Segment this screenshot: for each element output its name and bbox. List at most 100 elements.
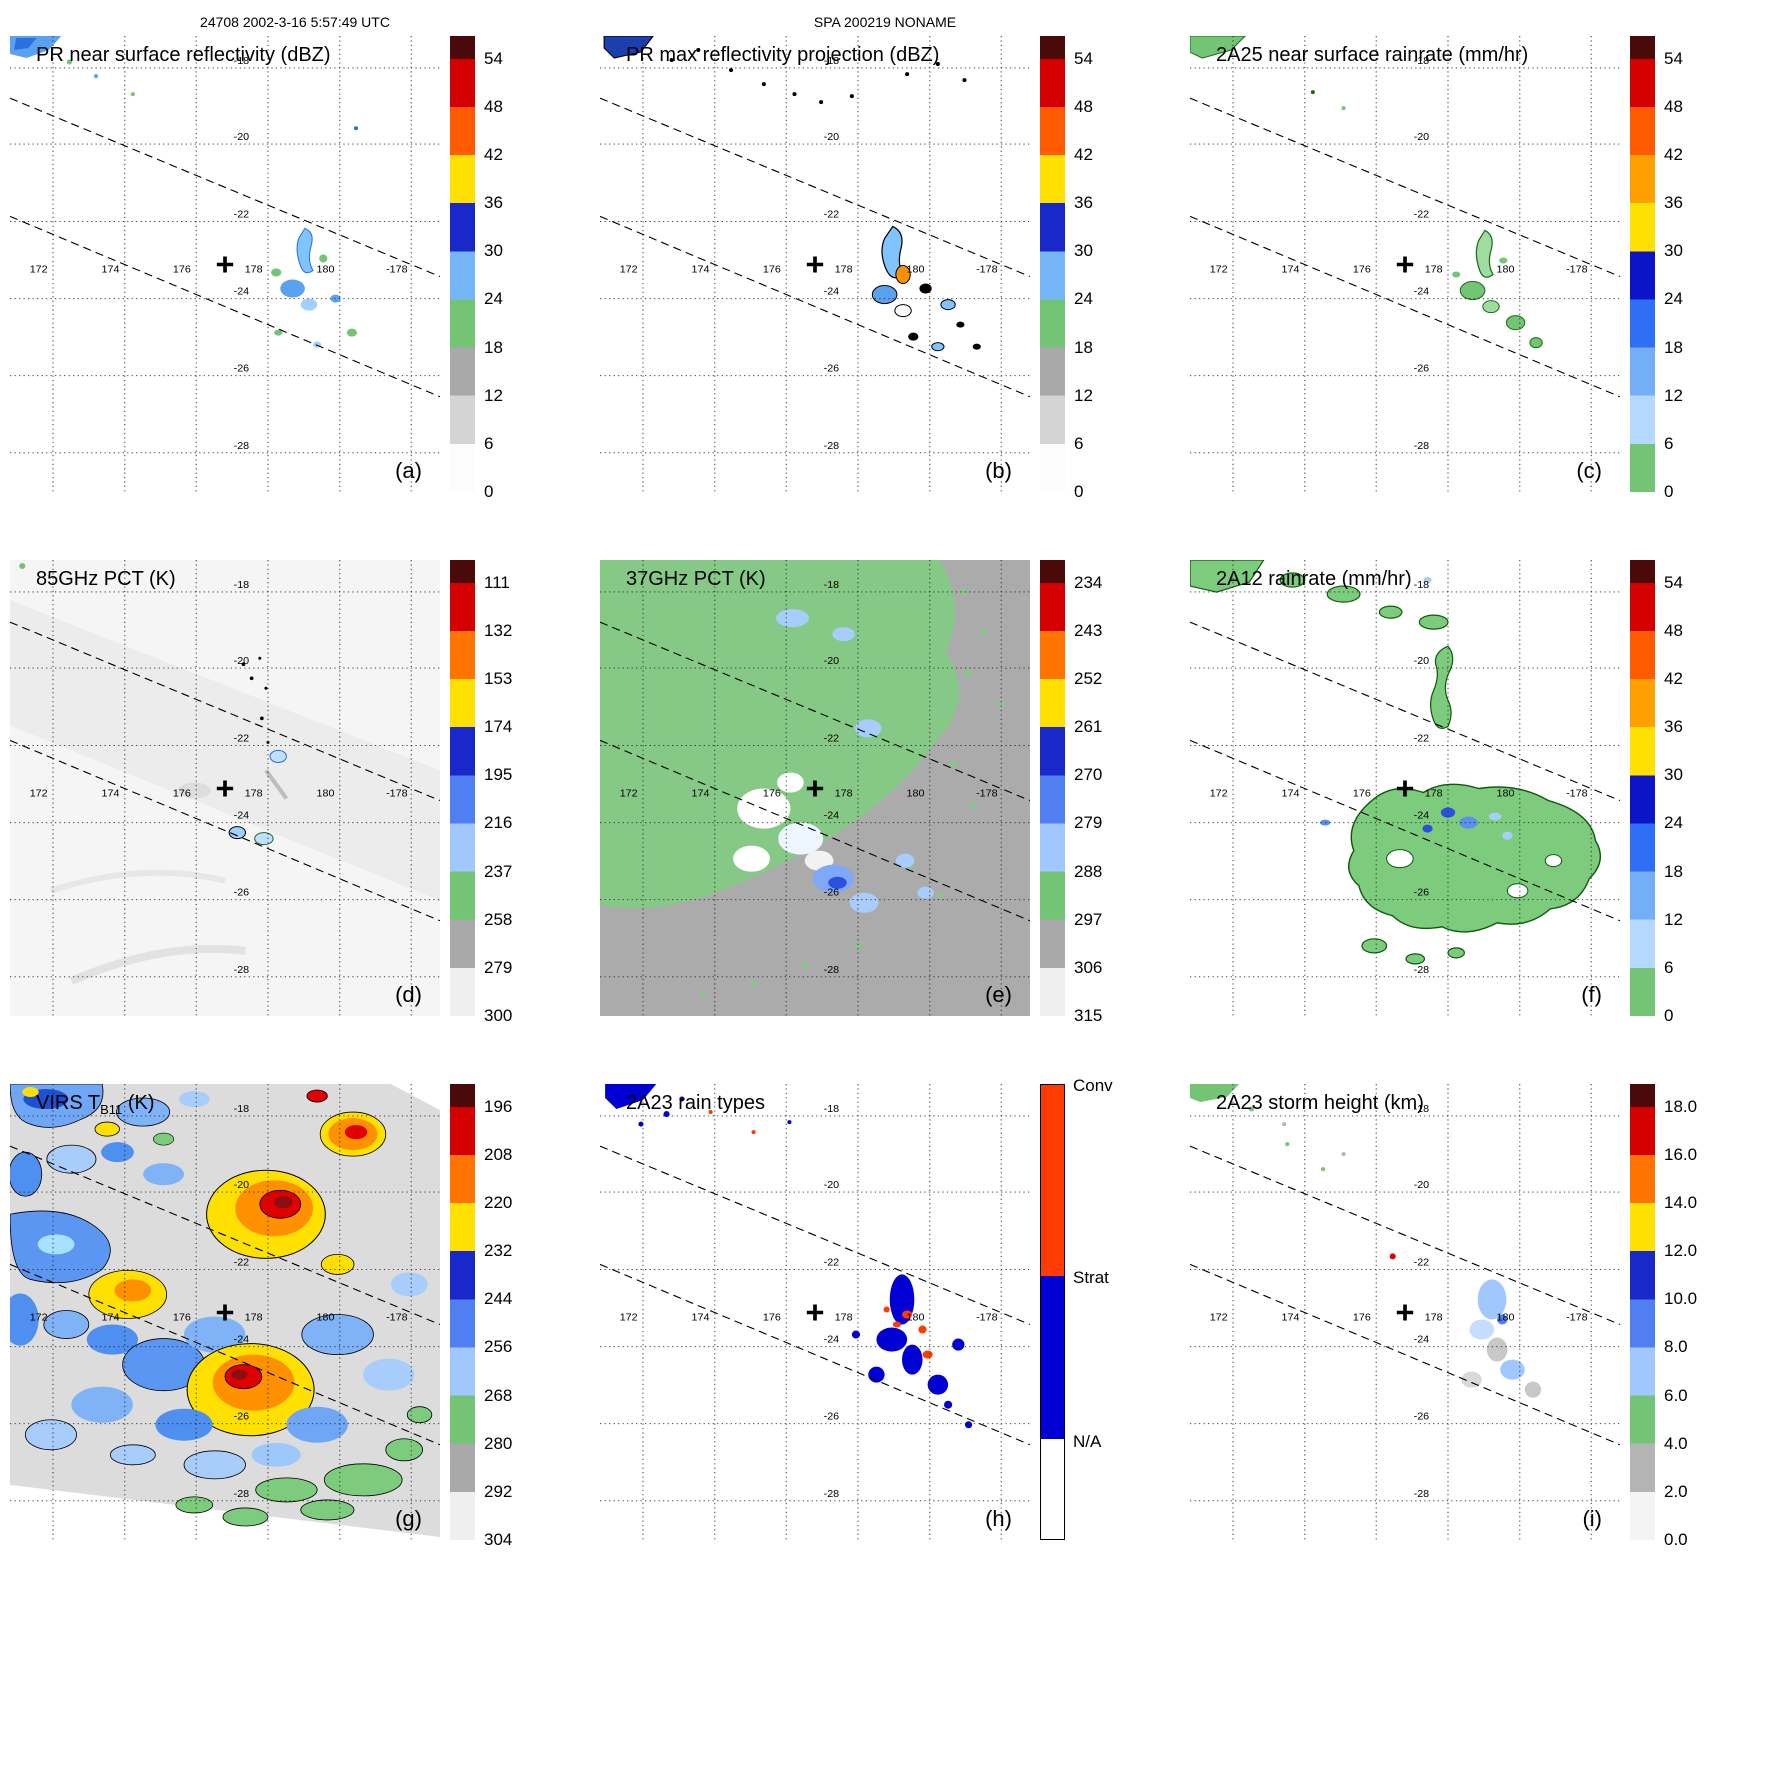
svg-text:-26: -26: [1414, 363, 1430, 375]
panel-g-letter: (g): [395, 1506, 422, 1531]
svg-text:-24: -24: [824, 810, 840, 822]
svg-text:-28: -28: [824, 964, 840, 976]
svg-text:178: 178: [1425, 788, 1443, 800]
panel-i-map-svg: 172 174 176 178 180 -178 -18 -20 -22 -24 -26 -28: [1190, 1084, 1620, 1540]
svg-text:180: 180: [907, 1312, 925, 1324]
svg-text:-24: -24: [234, 810, 250, 822]
colorbar-tick: 279: [1074, 813, 1103, 833]
colorbar-tick: 288: [1074, 861, 1103, 881]
svg-text:180: 180: [317, 788, 335, 800]
panel-e-letter: (e): [985, 982, 1012, 1007]
storm-height-blobs: [1190, 1084, 1542, 1398]
colorbar-tick: 261: [1074, 717, 1103, 737]
colorbar-tick: 244: [484, 1289, 513, 1309]
rain-type-label: Conv: [1073, 1076, 1113, 1095]
svg-text:174: 174: [102, 788, 120, 800]
svg-text:178: 178: [245, 264, 263, 276]
svg-text:178: 178: [835, 1312, 853, 1324]
colorbar-rain-types: [1040, 1084, 1065, 1540]
colorbar-tick: 42: [1664, 669, 1683, 689]
svg-text:-26: -26: [234, 1411, 250, 1423]
panel-d-letter: (d): [395, 982, 422, 1007]
panel-h: 172 174 176 178 180 -178 -18 -20 -22 -24 -26 -28 2A…: [590, 1076, 1180, 1542]
colorbar-tick: 220: [484, 1193, 513, 1213]
panel-d-map-svg: 172 174 176 178 180 -178 -18 -20 -22 -24 -26 -28: [10, 560, 440, 1016]
colorbar-tick: 304: [484, 1530, 513, 1549]
rainrate-blobs: [1190, 36, 1543, 349]
svg-text:-178: -178: [976, 264, 998, 276]
colorbar-tick: 0: [1664, 482, 1674, 501]
svg-text:-22: -22: [1414, 733, 1430, 745]
panel-g-colorbar: 196 208 220 232 244 256 268 280 292 304: [450, 1084, 578, 1549]
svg-text:176: 176: [763, 1312, 781, 1324]
svg-text:-178: -178: [976, 788, 998, 800]
panel-f-title: 2A12 rainrate (mm/hr): [1216, 568, 1412, 590]
colorbar-tick: 48: [1664, 96, 1683, 116]
colorbar-tick: 208: [484, 1144, 513, 1164]
colorbar-tick: 4.0: [1664, 1433, 1688, 1453]
svg-text:-20: -20: [824, 1179, 840, 1191]
svg-text:-26: -26: [1414, 887, 1430, 899]
panel-f: 172 174 176 178 180 -178 -18 -20 -22 -24 -26 -28 2A…: [1180, 560, 1770, 1025]
colorbar-tick: 297: [1074, 909, 1103, 929]
svg-text:-26: -26: [824, 887, 840, 899]
virs-tb11-field: [10, 1084, 440, 1540]
colorbar-pct85: [450, 560, 475, 1016]
colorbar-tick: 6: [1664, 433, 1674, 453]
svg-text:-18: -18: [1414, 55, 1430, 67]
panel-i-letter: (i): [1582, 1506, 1602, 1531]
colorbar-tick: 0.0: [1664, 1530, 1688, 1549]
panel-e-colorbar: 234 243 252 261 270 279 288 297 306 315: [1040, 560, 1168, 1025]
colorbar-pct37: [1040, 560, 1065, 1016]
panel-i-colorbar: 18.0 16.0 14.0 12.0 10.0 8.0 6.0 4.0 2.0 0.0: [1630, 1084, 1758, 1549]
svg-text:172: 172: [30, 1312, 48, 1324]
colorbar-tick: 234: [1074, 572, 1103, 592]
map-grid-overlay: 172 174 176 178 180 -178 -18 -20 -22 -24 -26 -28: [600, 36, 1030, 492]
panel-h-map-svg: 172 174 176 178 180 -178 -18 -20 -22 -24 -26 -28: [600, 1084, 1030, 1540]
colorbar-tick: 174: [484, 717, 513, 737]
panel-i-map: 172 174 176 178 180 -178 -18 -20 -22 -24 -26 -28 2A…: [1190, 1084, 1620, 1540]
panel-d: 172 174 176 178 180 -178 -18 -20 -22 -24 -26 -28 85…: [0, 560, 590, 1025]
panel-f-colorbar: 54 48 42 36 30 24 18 12 6 0: [1630, 560, 1758, 1025]
colorbar-tick: 280: [484, 1433, 513, 1453]
colorbar-tick: 196: [484, 1096, 513, 1116]
colorbar-tick: 30: [1074, 241, 1093, 261]
colorbar-tick: 12: [484, 385, 503, 405]
colorbar-tick: 252: [1074, 669, 1103, 689]
panel-d-colorbar: 111 132 153 174 195 216 237 258 279 300: [450, 560, 578, 1025]
panel-h-title: 2A23 rain types: [626, 1092, 765, 1114]
colorbar-tick: 54: [1664, 572, 1683, 592]
panel-c-title: 2A25 near surface rainrate (mm/hr): [1216, 44, 1529, 66]
svg-text:-22: -22: [824, 209, 840, 221]
svg-text:-178: -178: [386, 264, 408, 276]
colorbar-tick: 42: [1664, 145, 1683, 165]
svg-text:-28: -28: [824, 440, 840, 452]
colorbar-tick: 216: [484, 813, 513, 833]
svg-text:174: 174: [102, 1312, 120, 1324]
svg-text:178: 178: [245, 1312, 263, 1324]
panel-i: 172 174 176 178 180 -178 -18 -20 -22 -24 -26 -28 2A…: [1180, 1084, 1770, 1549]
colorbar-tick: 24: [484, 289, 503, 309]
colorbar-tick: 14.0: [1664, 1193, 1698, 1213]
svg-text:-22: -22: [1414, 1257, 1430, 1269]
pct37-field: [600, 560, 1030, 1016]
colorbar-tick: 54: [484, 48, 503, 68]
panel-c-map: 172 174 176 178 180 -178 -18 -20 -22 -24 -26 -28 2A…: [1190, 36, 1620, 492]
svg-text:172: 172: [620, 264, 638, 276]
svg-text:-178: -178: [386, 1312, 408, 1324]
map-grid-overlay: 172 174 176 178 180 -178 -18 -20 -22 -24 -26 -28: [1190, 36, 1620, 492]
svg-text:-20: -20: [1414, 655, 1430, 667]
svg-text:-22: -22: [234, 733, 250, 745]
panel-h-colorbar: Conv Strat N/A: [1040, 1076, 1168, 1540]
colorbar-tick: 232: [484, 1241, 513, 1261]
panel-a-letter: (a): [395, 458, 422, 483]
svg-text:174: 174: [1282, 788, 1300, 800]
colorbar-tick: 268: [484, 1385, 513, 1405]
svg-text:-24: -24: [1414, 810, 1430, 822]
panel-g-map-svg: 172 174 176 178 180 -178 -18 -20 -22 -24 -26 -28: [10, 1084, 440, 1540]
colorbar-tick: 10.0: [1664, 1289, 1698, 1309]
colorbar-tick: 36: [1074, 193, 1093, 213]
svg-text:180: 180: [907, 264, 925, 276]
colorbar-virs: [450, 1084, 475, 1540]
